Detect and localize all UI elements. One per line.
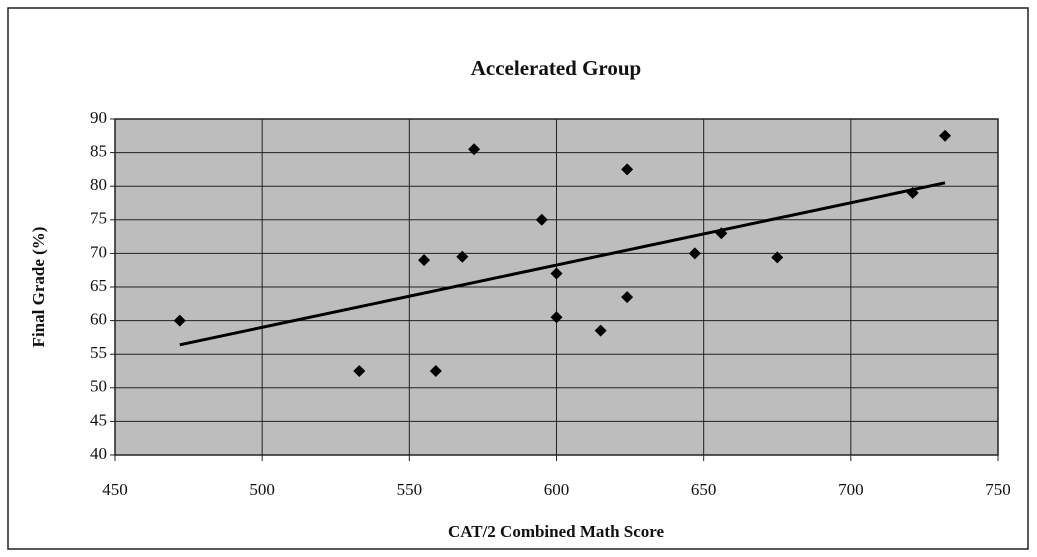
data-point	[594, 324, 607, 337]
data-point	[715, 227, 728, 240]
plot-border	[114, 118, 999, 456]
data-point	[468, 143, 481, 156]
data-point	[418, 254, 431, 267]
x-axis-title: CAT/2 Combined Math Score	[448, 522, 665, 541]
data-point	[621, 291, 634, 304]
y-tick-label: 85	[90, 142, 107, 161]
data-point	[550, 311, 563, 324]
data-point	[939, 129, 952, 142]
x-tick-label: 700	[838, 480, 864, 499]
y-tick-label: 70	[90, 242, 107, 261]
x-tick-label: 500	[249, 480, 275, 499]
y-axis-title: Final Grade (%)	[29, 227, 48, 348]
y-tick-label: 45	[90, 410, 107, 429]
data-point	[621, 163, 634, 176]
y-tick-label: 80	[90, 175, 107, 194]
y-tick-label: 60	[90, 310, 107, 329]
data-point	[771, 251, 784, 264]
data-point	[456, 250, 469, 263]
x-tick-label: 650	[691, 480, 717, 499]
data-point	[429, 365, 442, 377]
trend-line	[179, 181, 946, 347]
x-tick-label: 750	[985, 480, 1011, 499]
y-tick-label: 40	[90, 444, 107, 463]
y-tick-label: 75	[90, 209, 107, 228]
data-point	[173, 314, 186, 327]
x-tick-label: 600	[544, 480, 570, 499]
y-tick-label: 90	[90, 108, 107, 127]
y-tick-label: 50	[90, 377, 107, 396]
data-point	[688, 247, 701, 260]
y-tick-label: 55	[90, 343, 107, 362]
chart-title: Accelerated Group	[471, 56, 641, 80]
y-tick-label: 65	[90, 276, 107, 295]
data-point	[353, 365, 366, 377]
data-point	[535, 213, 548, 226]
data-point	[550, 267, 563, 280]
data-point	[906, 186, 919, 199]
x-tick-label: 450	[102, 480, 128, 499]
x-tick-label: 550	[397, 480, 423, 499]
